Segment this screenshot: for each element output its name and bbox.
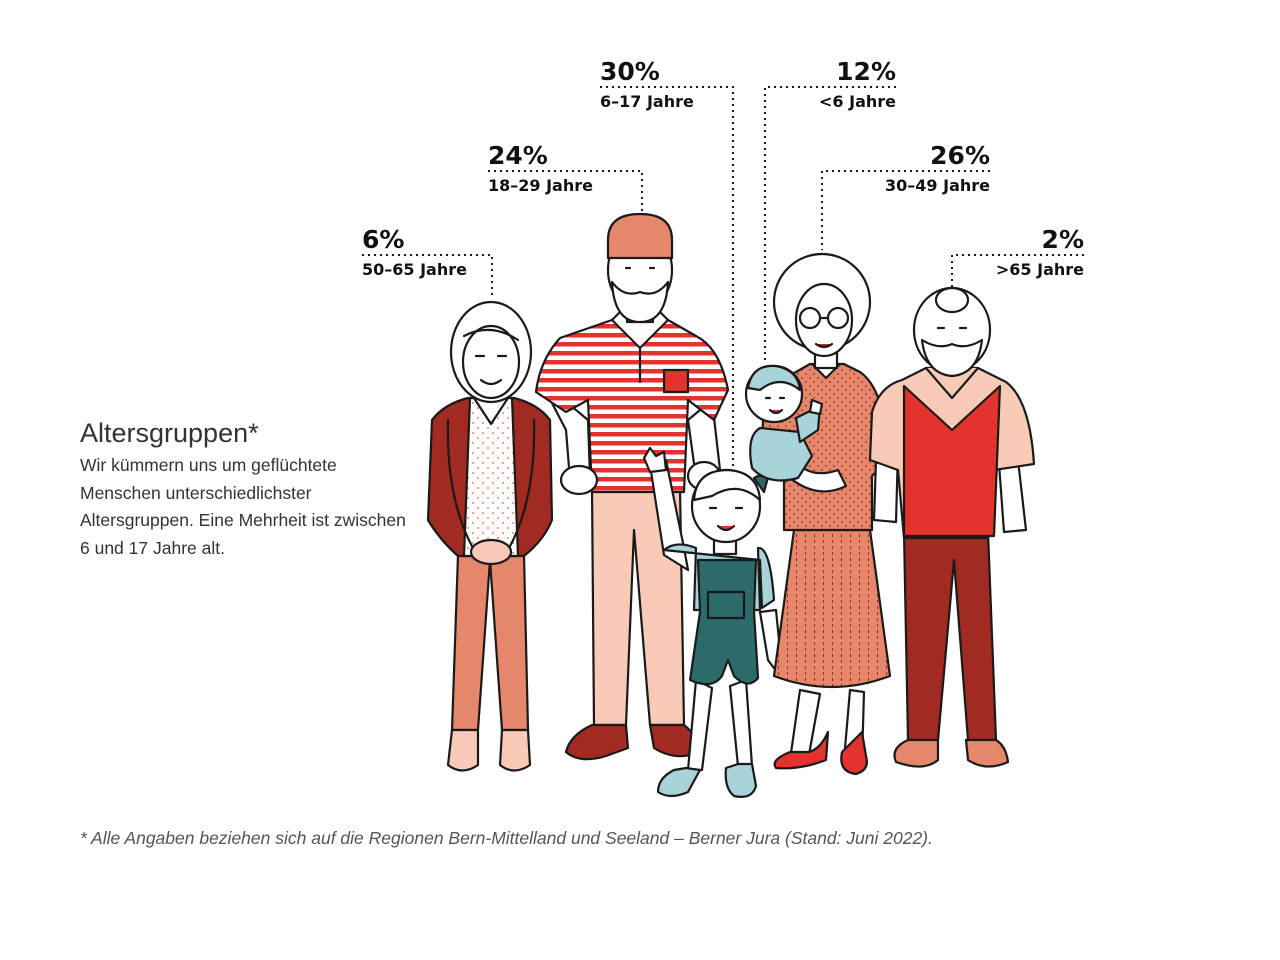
value-label-30-49: 26% [930, 141, 990, 170]
leader-line-6-17 [600, 86, 734, 470]
category-label-30-49: 30–49 Jahre [885, 176, 990, 195]
leader-line-50-65 [362, 254, 493, 296]
figure-woman-30-49 [758, 252, 892, 776]
footnote: * Alle Angaben beziehen sich auf die Reg… [80, 828, 933, 848]
value-label-50-65: 6% [362, 225, 405, 254]
figure-baby-under-6 [744, 364, 824, 482]
category-label-50-65: 50–65 Jahre [362, 260, 467, 279]
chart-title: Altersgruppen* [80, 418, 259, 448]
category-label-6-17: 6–17 Jahre [600, 92, 694, 111]
value-label-18-29: 24% [488, 141, 548, 170]
chart-description: Wir kümmern uns um geflüchtete Menschen … [80, 455, 406, 558]
leader-line-under-6 [764, 86, 896, 362]
leader-line-over-65 [951, 254, 1084, 288]
value-label-over-65: 2% [1041, 225, 1084, 254]
figure-man-18-29 [534, 212, 730, 761]
figure-girl-6-17 [642, 446, 784, 798]
leader-line-30-49 [821, 170, 990, 250]
value-label-6-17: 30% [600, 57, 660, 86]
value-label-under-6: 12% [836, 57, 896, 86]
figure-man-over-65 [868, 286, 1036, 768]
category-label-over-65: >65 Jahre [995, 260, 1084, 279]
category-label-under-6: <6 Jahre [819, 92, 896, 111]
figure-woman-50-65 [426, 300, 554, 772]
category-label-18-29: 18–29 Jahre [488, 176, 593, 195]
leader-line-18-29 [488, 170, 643, 212]
